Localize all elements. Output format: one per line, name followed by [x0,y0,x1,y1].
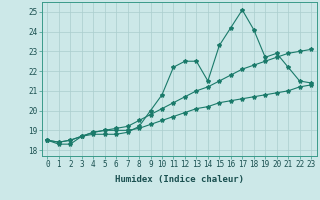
X-axis label: Humidex (Indice chaleur): Humidex (Indice chaleur) [115,175,244,184]
